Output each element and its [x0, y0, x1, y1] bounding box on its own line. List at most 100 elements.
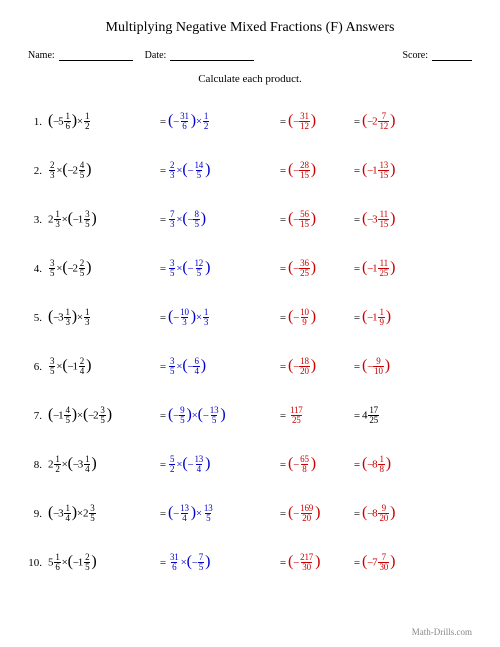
date-label: Date:	[145, 50, 167, 61]
equals-sign: =	[278, 312, 288, 324]
page-title: Multiplying Negative Mixed Fractions (F)…	[28, 20, 472, 36]
equals-sign: =	[278, 165, 288, 177]
problem-number: 2.	[28, 165, 48, 177]
date-blank[interactable]	[170, 50, 254, 61]
col-mixed: (−2712)	[362, 112, 426, 131]
equals-sign: =	[352, 263, 362, 275]
problem-number: 5.	[28, 312, 48, 324]
problem-row: 4.35×(−225)=35×(−125)=(−3625)=(−11125)	[28, 244, 472, 293]
date-field: Date:	[145, 50, 255, 61]
problem-list: 1.(−516)×12=(−316)×12=(−3112)=(−2712)2.2…	[28, 97, 472, 587]
equals-sign: =	[158, 508, 168, 520]
equals-sign: =	[158, 312, 168, 324]
col-original: 35×(−225)	[48, 259, 158, 278]
instruction: Calculate each product.	[28, 73, 472, 85]
equals-sign: =	[352, 410, 362, 422]
problem-row: 2.23×(−245)=23×(−145)=(−2815)=(−11315)	[28, 146, 472, 195]
col-product: (−1820)	[288, 357, 352, 376]
col-mixed: (−11315)	[362, 161, 426, 180]
col-mixed: (−7730)	[362, 553, 426, 572]
col-mixed: 41725	[362, 406, 426, 425]
equals-sign: =	[278, 557, 288, 569]
problem-number: 8.	[28, 459, 48, 471]
col-improper: 73×(−85)	[168, 210, 278, 229]
col-product: (−5615)	[288, 210, 352, 229]
problem-number: 9.	[28, 508, 48, 520]
problem-number: 3.	[28, 214, 48, 226]
col-product: (−2815)	[288, 161, 352, 180]
equals-sign: =	[158, 410, 168, 422]
equals-sign: =	[278, 508, 288, 520]
col-mixed: (−11125)	[362, 259, 426, 278]
score-blank[interactable]	[432, 50, 472, 61]
problem-row: 10.516×(−125)=316×(−75)=(−21730)=(−7730)	[28, 538, 472, 587]
col-product: (−109)	[288, 308, 352, 327]
col-improper: 52×(−134)	[168, 455, 278, 474]
equals-sign: =	[158, 361, 168, 373]
col-original: (−313)×13	[48, 308, 158, 327]
col-mixed: (−31115)	[362, 210, 426, 229]
equals-sign: =	[158, 459, 168, 471]
equals-sign: =	[158, 214, 168, 226]
col-product: (−658)	[288, 455, 352, 474]
problem-row: 3.213×(−135)=73×(−85)=(−5615)=(−31115)	[28, 195, 472, 244]
col-product: (−3112)	[288, 112, 352, 131]
col-improper: (−134)×135	[168, 504, 278, 523]
col-improper: (−316)×12	[168, 112, 278, 131]
equals-sign: =	[278, 361, 288, 373]
equals-sign: =	[352, 116, 362, 128]
equals-sign: =	[278, 459, 288, 471]
col-original: 212×(−314)	[48, 455, 158, 474]
score-field: Score:	[402, 50, 472, 61]
col-original: (−516)×12	[48, 112, 158, 131]
col-mixed: (−910)	[362, 357, 426, 376]
col-product: 11725	[288, 406, 352, 425]
problem-row: 9.(−314)×235=(−134)×135=(−16920)=(−8920)	[28, 489, 472, 538]
equals-sign: =	[278, 410, 288, 422]
col-original: 35×(−124)	[48, 357, 158, 376]
name-blank[interactable]	[59, 50, 133, 61]
problem-row: 8.212×(−314)=52×(−134)=(−658)=(−818)	[28, 440, 472, 489]
col-original: 516×(−125)	[48, 553, 158, 572]
col-improper: (−95)×(−135)	[168, 406, 278, 425]
equals-sign: =	[352, 508, 362, 520]
equals-sign: =	[352, 312, 362, 324]
problem-number: 1.	[28, 116, 48, 128]
col-product: (−21730)	[288, 553, 352, 572]
equals-sign: =	[158, 263, 168, 275]
problem-number: 6.	[28, 361, 48, 373]
equals-sign: =	[158, 165, 168, 177]
col-mixed: (−119)	[362, 308, 426, 327]
problem-number: 4.	[28, 263, 48, 275]
col-improper: 316×(−75)	[168, 553, 278, 572]
col-improper: 23×(−145)	[168, 161, 278, 180]
col-mixed: (−8920)	[362, 504, 426, 523]
problem-row: 7.(−145)×(−235)=(−95)×(−135)=11725=41725	[28, 391, 472, 440]
equals-sign: =	[158, 557, 168, 569]
col-product: (−3625)	[288, 259, 352, 278]
col-mixed: (−818)	[362, 455, 426, 474]
problem-row: 5.(−313)×13=(−103)×13=(−109)=(−119)	[28, 293, 472, 342]
col-improper: 35×(−125)	[168, 259, 278, 278]
equals-sign: =	[278, 263, 288, 275]
worksheet-page: Multiplying Negative Mixed Fractions (F)…	[0, 0, 500, 647]
problem-row: 6.35×(−124)=35×(−64)=(−1820)=(−910)	[28, 342, 472, 391]
col-original: 23×(−245)	[48, 161, 158, 180]
equals-sign: =	[278, 116, 288, 128]
equals-sign: =	[158, 116, 168, 128]
problem-number: 7.	[28, 410, 48, 422]
equals-sign: =	[352, 214, 362, 226]
col-original: (−145)×(−235)	[48, 406, 158, 425]
col-product: (−16920)	[288, 504, 352, 523]
col-original: (−314)×235	[48, 504, 158, 523]
name-label: Name:	[28, 50, 55, 61]
equals-sign: =	[352, 557, 362, 569]
problem-number: 10.	[28, 557, 48, 569]
name-field: Name:	[28, 50, 133, 61]
col-improper: 35×(−64)	[168, 357, 278, 376]
footer-credit: Math-Drills.com	[412, 627, 472, 637]
equals-sign: =	[278, 214, 288, 226]
col-original: 213×(−135)	[48, 210, 158, 229]
equals-sign: =	[352, 361, 362, 373]
score-label: Score:	[402, 50, 428, 61]
